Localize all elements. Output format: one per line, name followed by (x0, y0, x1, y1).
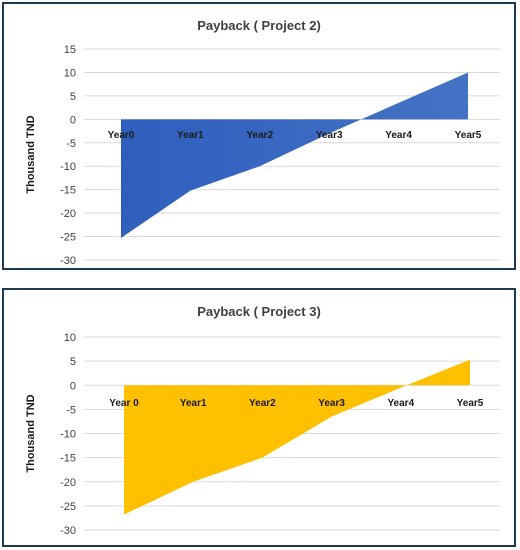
y-tick-label: 5 (70, 356, 76, 368)
y-tick-label: -30 (60, 255, 76, 267)
chart-panel-project-2: Payback ( Project 2) 15 10 5 0 -5 -10 -15 -20 -25… (2, 2, 516, 270)
y-tick-label: -10 (60, 429, 76, 441)
y-tick-label: -15 (60, 453, 76, 465)
y-tick-label: -25 (60, 232, 76, 244)
y-tick-label: -10 (60, 161, 76, 173)
x-tick-label: Year2 (246, 130, 273, 141)
chart-panel-project-3: Payback ( Project 3) 10 5 0 -5 -10 -15 -20 -25 -3… (2, 288, 516, 547)
x-tick-label: Year5 (455, 130, 482, 141)
chart-title: Payback ( Project 2) (197, 18, 321, 33)
y-tick-label: 10 (64, 67, 76, 79)
y-tick-label: -5 (66, 404, 76, 416)
x-tick-label: Year1 (180, 398, 207, 409)
payback-project-3-chart: Payback ( Project 3) 10 5 0 -5 -10 -15 -20 -25 -3… (25, 304, 500, 537)
y-tick-label: 15 (64, 44, 76, 56)
y-tick-label: -5 (66, 138, 76, 150)
y-tick-label: 0 (70, 114, 76, 126)
y-tick-label: -15 (60, 185, 76, 197)
chart-title: Payback ( Project 3) (197, 304, 321, 319)
x-tick-label: Year5 (457, 398, 484, 409)
x-tick-label: Year4 (387, 398, 414, 409)
x-tick-label: Year1 (177, 130, 204, 141)
y-tick-label: -30 (60, 525, 76, 537)
area-series (121, 72, 468, 238)
y-tick-label: -25 (60, 501, 76, 513)
x-tick-label: Year3 (318, 398, 345, 409)
y-tick-label: 5 (70, 91, 76, 103)
x-tick-label: Year0 (108, 130, 135, 141)
y-tick-label: 0 (70, 380, 76, 392)
x-tick-label: Year 0 (109, 398, 139, 409)
y-tick-label: 10 (64, 332, 76, 344)
x-tick-label: Year2 (249, 398, 276, 409)
y-tick-label: -20 (60, 208, 76, 220)
x-tick-label: Year4 (385, 130, 412, 141)
y-tick-label: -20 (60, 477, 76, 489)
y-axis-label: Thousand TND (25, 394, 37, 472)
y-axis-label: Thousand TND (25, 115, 37, 193)
x-tick-label: Year3 (316, 130, 343, 141)
area-series (124, 359, 470, 515)
payback-project-2-chart: Payback ( Project 2) 15 10 5 0 -5 -10 -15 -20 -25… (25, 18, 500, 267)
